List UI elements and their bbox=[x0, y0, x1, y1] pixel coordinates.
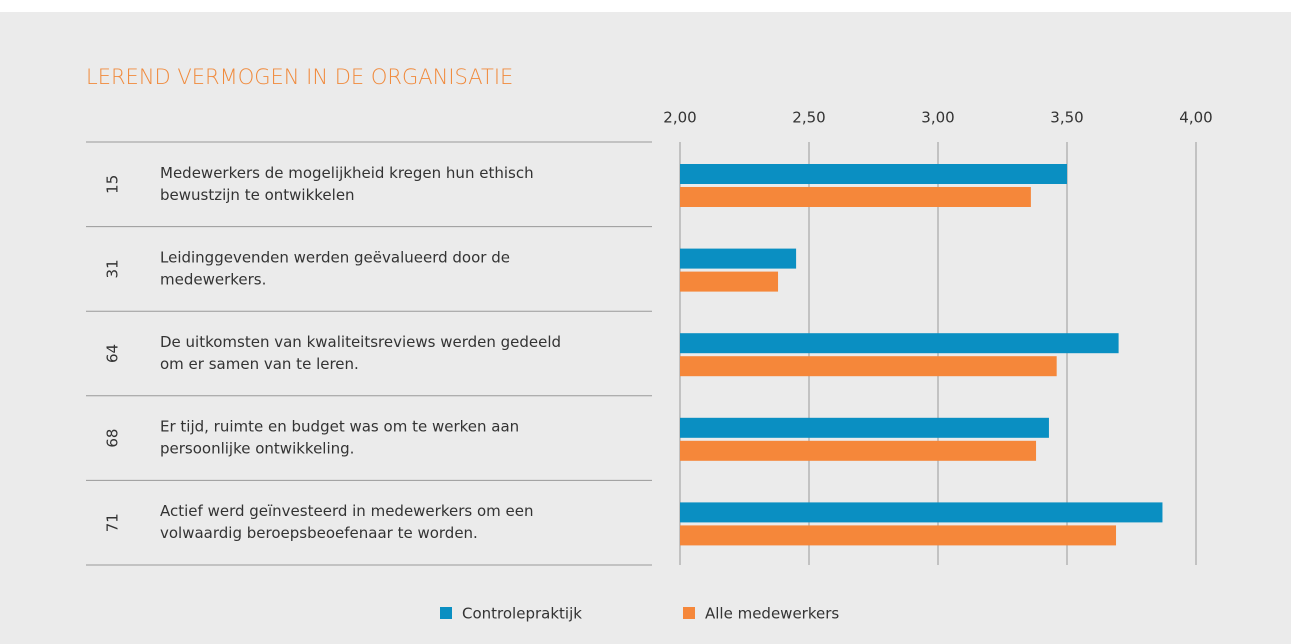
category-label: bewustzijn te ontwikkelen bbox=[160, 186, 355, 204]
category-label: persoonlijke ontwikkeling. bbox=[160, 440, 354, 458]
bar bbox=[680, 502, 1163, 523]
category-label: om er samen van te leren. bbox=[160, 355, 359, 373]
legend-swatch bbox=[683, 607, 695, 619]
category-label: Leidinggevenden werden geëvalueerd door … bbox=[160, 248, 510, 266]
x-tick-label: 2,00 bbox=[663, 109, 696, 127]
panel bbox=[0, 12, 1291, 644]
bar bbox=[680, 248, 797, 269]
category-label: De uitkomsten van kwaliteitsreviews werd… bbox=[160, 333, 561, 351]
row-id: 71 bbox=[104, 513, 122, 532]
bar bbox=[680, 333, 1119, 354]
category-label: Actief werd geïnvesteerd in medewerkers … bbox=[160, 502, 533, 520]
x-tick-label: 4,00 bbox=[1179, 109, 1212, 127]
row-id: 31 bbox=[104, 259, 122, 278]
bar bbox=[680, 187, 1031, 207]
row-id: 15 bbox=[104, 175, 122, 194]
category-label: Medewerkers de mogelijkheid kregen hun e… bbox=[160, 164, 534, 182]
bar bbox=[680, 164, 1067, 184]
legend-swatch bbox=[440, 607, 452, 619]
legend-label: Controlepraktijk bbox=[462, 605, 582, 623]
x-tick-label: 3,00 bbox=[921, 109, 954, 127]
x-tick-label: 3,50 bbox=[1050, 109, 1083, 127]
chart-title: LEREND VERMOGEN IN DE ORGANISATIE bbox=[86, 65, 513, 89]
category-label: medewerkers. bbox=[160, 270, 266, 288]
bar bbox=[680, 271, 779, 292]
row-id: 68 bbox=[104, 429, 122, 448]
bar bbox=[680, 417, 1049, 438]
legend-label: Alle medewerkers bbox=[705, 605, 839, 623]
bar bbox=[680, 440, 1037, 461]
row-id: 64 bbox=[104, 344, 122, 363]
bar bbox=[680, 356, 1057, 377]
x-tick-label: 2,50 bbox=[792, 109, 825, 127]
category-label: Er tijd, ruimte en budget was om te werk… bbox=[160, 418, 519, 436]
category-label: volwaardig beroepsbeoefenaar te worden. bbox=[160, 524, 478, 542]
bar bbox=[680, 525, 1117, 546]
